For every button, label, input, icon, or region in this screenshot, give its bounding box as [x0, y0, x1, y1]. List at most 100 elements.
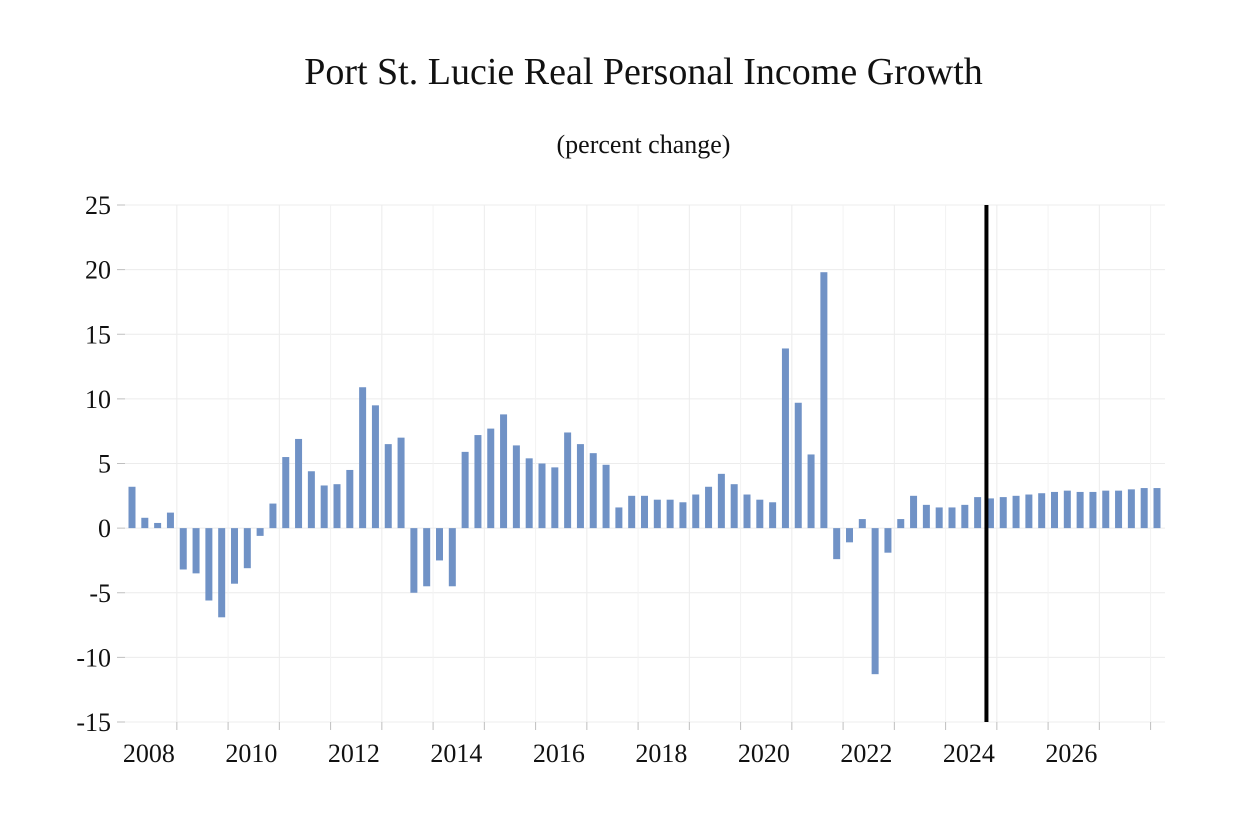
bar: [576, 444, 584, 529]
bar: [794, 402, 802, 529]
y-tick-label: -5: [89, 579, 111, 608]
bar: [359, 387, 367, 529]
bar: [269, 503, 277, 529]
bar: [1012, 495, 1020, 529]
bar: [205, 528, 213, 601]
bar: [807, 454, 815, 529]
bar: [717, 473, 725, 529]
axis-layer: 25 20 15 10 5 0 -5 -10 -15 2008 2010 2012 2014 2016 20…: [76, 191, 1152, 768]
bar: [1063, 490, 1071, 529]
y-tick-label: 25: [85, 191, 111, 220]
x-tick-label: 2008: [123, 739, 175, 768]
x-tick-label: 2010: [225, 739, 277, 768]
bar: [538, 463, 546, 529]
bar: [141, 517, 149, 529]
x-tick-label: 2012: [328, 739, 380, 768]
bar: [781, 348, 789, 529]
bar: [756, 499, 764, 529]
bar: [999, 497, 1007, 529]
y-tick-label: 5: [98, 450, 111, 479]
bar: [1051, 491, 1058, 529]
bar: [858, 519, 866, 529]
bar: [461, 451, 469, 529]
bar: [307, 471, 315, 529]
bar: [551, 467, 559, 529]
bar: [436, 528, 443, 561]
bar: [410, 528, 418, 593]
bar: [1153, 488, 1161, 529]
bar: [1140, 488, 1148, 529]
bar: [397, 437, 405, 529]
bar: [730, 484, 738, 529]
bar: [166, 512, 174, 529]
bar: [346, 469, 354, 529]
chart-subtitle: (percent change): [556, 130, 731, 159]
bar: [602, 464, 610, 529]
bar: [282, 457, 290, 529]
bar: [1089, 491, 1097, 529]
bar: [371, 405, 379, 529]
bar: [961, 504, 969, 529]
bar: [487, 428, 495, 529]
y-tick-label: 20: [85, 256, 111, 285]
bar: [897, 519, 905, 529]
x-tick-label: 2014: [430, 739, 482, 768]
bar: [871, 528, 879, 675]
bar: [243, 528, 251, 569]
x-tick-label: 2026: [1045, 739, 1097, 768]
bar: [948, 507, 956, 529]
bar: [641, 495, 648, 529]
bar: [974, 497, 982, 529]
bar: [679, 502, 687, 529]
bar: [295, 438, 303, 529]
bar: [846, 528, 853, 543]
bar: [192, 528, 200, 574]
bar: [833, 528, 841, 560]
x-tick-label: 2024: [943, 739, 995, 768]
bar: [448, 528, 456, 587]
bar: [666, 499, 674, 529]
y-tick-label: -15: [76, 708, 111, 737]
bar: [986, 498, 994, 529]
bar: [615, 507, 623, 529]
bar: [820, 272, 828, 529]
bar: [589, 453, 597, 529]
x-tick-label: 2018: [635, 739, 687, 768]
y-tick-label: 0: [98, 514, 111, 543]
bar: [1076, 491, 1084, 529]
x-tick-label: 2022: [840, 739, 892, 768]
y-tick-label: -10: [76, 643, 111, 672]
bar: [1115, 490, 1123, 529]
bar: [884, 528, 892, 553]
bar: [256, 528, 264, 536]
bar: [320, 485, 328, 529]
bar: [1127, 489, 1135, 529]
bar: [769, 502, 777, 529]
bar: [500, 414, 508, 529]
chart-title: Port St. Lucie Real Personal Income Grow…: [304, 51, 983, 93]
bar: [628, 495, 636, 529]
bar: [231, 528, 238, 584]
y-tick-label: 15: [85, 320, 111, 349]
bar: [512, 445, 520, 529]
bar: [705, 486, 713, 529]
bar: [1025, 494, 1033, 529]
bar: [692, 494, 700, 529]
bar: [128, 486, 136, 529]
bar: [910, 495, 918, 529]
bar: [218, 528, 226, 618]
bar: [384, 444, 392, 529]
bar: [474, 435, 482, 529]
bar: [935, 507, 943, 529]
bar: [154, 522, 162, 529]
bar: [333, 484, 341, 529]
bar-layer: [128, 272, 1161, 675]
x-tick-label: 2020: [738, 739, 790, 768]
bar: [423, 528, 431, 587]
bar: [179, 528, 187, 570]
bar: [1038, 493, 1046, 529]
bar: [743, 494, 751, 529]
y-tick-label: 10: [85, 385, 111, 414]
